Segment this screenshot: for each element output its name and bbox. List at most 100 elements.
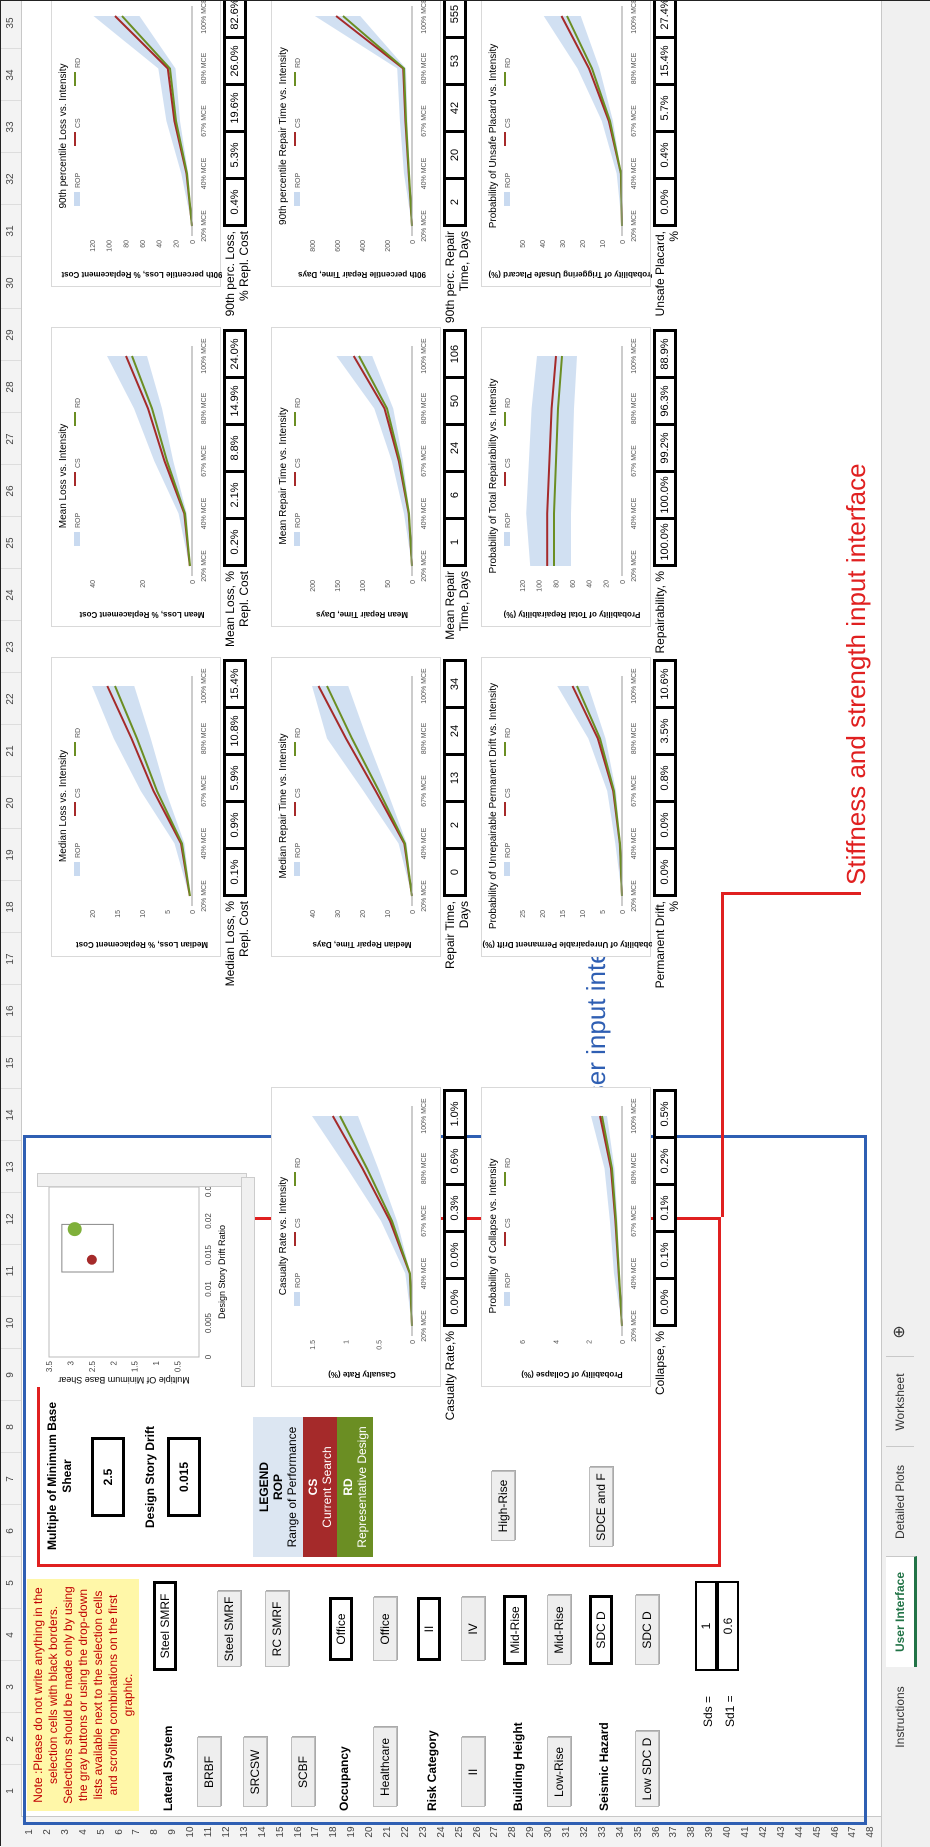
metric-value-cell: 0 bbox=[443, 847, 467, 897]
column-header[interactable]: 20 bbox=[1, 776, 21, 829]
rd-line bbox=[121, 15, 193, 227]
column-header[interactable]: 26 bbox=[1, 464, 21, 517]
metric-ytick: 120 bbox=[90, 240, 97, 252]
column-header[interactable]: 13 bbox=[1, 1140, 21, 1193]
legend-entry: RD bbox=[505, 728, 512, 738]
column-header-bar: 1 2 3 4 5 6 7 8 9 10 11 12 13 14 15 16 17 18 19 20 21 22 23 24 2… bbox=[1, 1, 22, 1847]
metric-xtick: 67% MCE bbox=[421, 105, 428, 137]
metric-chart: Casualty Rate vs. Intensity ROP CS RD Casual… bbox=[271, 1087, 441, 1387]
legend-entry: ROP bbox=[505, 513, 512, 529]
column-header[interactable]: 3 bbox=[1, 1660, 21, 1713]
scatter-y-title: Multiple Of Minimum Base Shear bbox=[58, 1375, 190, 1385]
metric-xtick: 100% MCE bbox=[201, 1, 208, 34]
metric-value-cell: 0.0% bbox=[443, 1230, 467, 1280]
column-header[interactable]: 11 bbox=[1, 1244, 21, 1297]
metric-values-row: 100.0% 100.0% 99.2% 96.3% 88.9% bbox=[653, 329, 677, 567]
metric-value-cell: 2 bbox=[443, 177, 467, 227]
metric-xtick: 67% MCE bbox=[201, 105, 208, 137]
scatter-vscroll[interactable] bbox=[37, 1173, 247, 1187]
scatter-x-tick: 0.005 bbox=[204, 1312, 213, 1333]
metric-chart: 90th percentile Repair Time vs. Intensit… bbox=[271, 1, 441, 287]
legend-swatch bbox=[294, 72, 296, 86]
metric-title: Probability of Unsafe Placard vs. Intens… bbox=[488, 44, 499, 229]
metric-xtick: 20% MCE bbox=[421, 1310, 428, 1342]
scatter-svg: 0.511.522.533.500.0050.010.0150.020.025D… bbox=[45, 1176, 227, 1385]
metric-title: 90th percentile Repair Time vs. Intensit… bbox=[278, 47, 289, 225]
column-header[interactable]: 24 bbox=[1, 568, 21, 621]
metric-value-cell: 0.2% bbox=[223, 517, 247, 567]
metric-xtick: 67% MCE bbox=[421, 775, 428, 807]
tab-user-interface[interactable]: User Interface bbox=[886, 1556, 917, 1667]
legend-swatch bbox=[294, 1172, 296, 1186]
legend-swatch bbox=[504, 1232, 506, 1246]
column-header[interactable]: 33 bbox=[1, 100, 21, 153]
metric-xtick: 20% MCE bbox=[421, 210, 428, 242]
metric-ylabel: Probability of Unrepairable Permanent Dr… bbox=[482, 940, 652, 949]
scatter-y-tick: 2.5 bbox=[88, 1360, 97, 1372]
legend-swatch bbox=[74, 802, 76, 816]
metric-xtick: 40% MCE bbox=[631, 497, 638, 529]
tab-detailed-plots[interactable]: Detailed Plots bbox=[886, 1446, 914, 1557]
metric-xtick: 40% MCE bbox=[631, 827, 638, 859]
rd-line bbox=[131, 355, 191, 567]
legend-swatch bbox=[504, 1292, 510, 1306]
column-header[interactable]: 25 bbox=[1, 516, 21, 569]
metric-ylabel: Probability of Triggering Unsafe Placard… bbox=[488, 270, 652, 279]
column-header[interactable]: 31 bbox=[1, 204, 21, 257]
column-header[interactable]: 30 bbox=[1, 256, 21, 309]
column-header[interactable]: 19 bbox=[1, 828, 21, 881]
metric-row-label: 90th perc. Loss, % Repl. Cost bbox=[223, 231, 251, 317]
column-header[interactable]: 17 bbox=[1, 932, 21, 985]
metric-xtick: 40% MCE bbox=[421, 1257, 428, 1289]
metric-value-cell: 106 bbox=[443, 329, 467, 379]
column-header[interactable]: 32 bbox=[1, 152, 21, 205]
scatter-y-tick: 0.5 bbox=[174, 1360, 183, 1372]
column-header[interactable]: 29 bbox=[1, 308, 21, 361]
column-header[interactable]: 10 bbox=[1, 1296, 21, 1349]
legend-entry: CS bbox=[295, 458, 302, 468]
column-header[interactable]: 27 bbox=[1, 412, 21, 465]
column-header[interactable]: 6 bbox=[1, 1504, 21, 1557]
rd-line bbox=[553, 355, 563, 566]
plus-circle-icon[interactable]: ⊕ bbox=[891, 1325, 908, 1339]
metric-ylabel: Median Loss, % Replacement Cost bbox=[76, 940, 208, 949]
metric-xtick: 100% MCE bbox=[631, 1, 638, 34]
metric-ytick: 200 bbox=[310, 580, 317, 592]
metric-xtick: 100% MCE bbox=[631, 668, 638, 704]
column-header[interactable]: 16 bbox=[1, 984, 21, 1037]
metric-title: Median Repair Time vs. Intensity bbox=[278, 733, 289, 878]
column-header[interactable]: 18 bbox=[1, 880, 21, 933]
column-header[interactable]: 9 bbox=[1, 1348, 21, 1401]
column-header[interactable]: 2 bbox=[1, 1712, 21, 1765]
column-header[interactable]: 22 bbox=[1, 672, 21, 725]
column-header[interactable]: 28 bbox=[1, 360, 21, 413]
column-header[interactable]: 8 bbox=[1, 1400, 21, 1453]
column-header[interactable]: 35 bbox=[1, 1, 21, 49]
column-header[interactable]: 15 bbox=[1, 1036, 21, 1089]
metric-svg: Mean Loss vs. Intensity ROP CS RD Mean Loss,… bbox=[58, 338, 208, 619]
metric-xtick: 20% MCE bbox=[631, 880, 638, 912]
column-header[interactable]: 5 bbox=[1, 1556, 21, 1609]
legend-entry: RD bbox=[295, 1158, 302, 1168]
rop-band bbox=[336, 356, 412, 566]
column-header[interactable]: 34 bbox=[1, 48, 21, 101]
tab-worksheet[interactable]: Worksheet bbox=[886, 1356, 914, 1447]
column-header[interactable]: 21 bbox=[1, 724, 21, 777]
metric-ytick: 0 bbox=[620, 580, 627, 584]
tab-instructions[interactable]: Instructions bbox=[886, 1666, 914, 1767]
column-header[interactable]: 1 bbox=[1, 1764, 21, 1817]
metric-ytick: 400 bbox=[360, 240, 367, 252]
column-header[interactable]: 7 bbox=[1, 1452, 21, 1505]
metric-ytick: 40 bbox=[540, 240, 547, 248]
scatter-hscroll[interactable] bbox=[241, 1177, 255, 1387]
metric-value-cell: 0.6% bbox=[443, 1136, 467, 1186]
column-header[interactable]: 12 bbox=[1, 1192, 21, 1245]
metric-ytick: 200 bbox=[385, 240, 392, 252]
legend-entry: CS bbox=[505, 1218, 512, 1228]
cs-point bbox=[86, 1254, 97, 1265]
column-header[interactable]: 14 bbox=[1, 1088, 21, 1141]
column-header[interactable]: 4 bbox=[1, 1608, 21, 1661]
column-header[interactable]: 23 bbox=[1, 620, 21, 673]
legend-swatch bbox=[504, 132, 506, 146]
